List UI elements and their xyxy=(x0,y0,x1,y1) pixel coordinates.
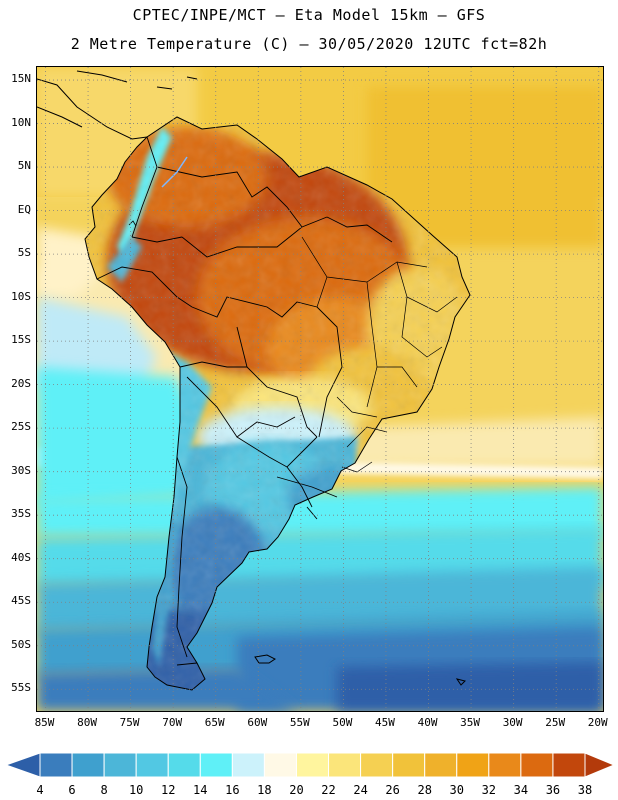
colorbar-bin xyxy=(360,752,394,778)
longitude-label: 75W xyxy=(119,716,140,729)
colorbar-bin xyxy=(328,752,362,778)
longitude-label: 55W xyxy=(289,716,310,729)
colorbar-bin xyxy=(392,752,426,778)
colorbar-tick-label: 10 xyxy=(128,783,144,797)
latitude-label: 55S xyxy=(11,681,31,695)
latitude-label: 5S xyxy=(17,246,31,260)
central-america-coastline xyxy=(37,78,148,140)
map-canvas xyxy=(37,67,603,711)
colorbar-tick-label: 22 xyxy=(321,783,336,797)
colorbar-tick-label: 38 xyxy=(577,783,593,797)
colorbar-bin xyxy=(520,752,554,778)
colorbar-tick-label: 36 xyxy=(545,783,561,797)
colorbar-bin xyxy=(71,752,105,778)
south-georgia-island xyxy=(455,678,466,686)
colorbar-tick-label: 20 xyxy=(289,783,304,797)
colorbar-tick-label: 6 xyxy=(68,783,76,797)
longitude-label: 50W xyxy=(332,716,353,729)
colorbar-tick-label: 30 xyxy=(449,783,464,797)
latitude-label: 5N xyxy=(17,159,31,173)
colorbar-bin xyxy=(456,752,490,778)
colorbar-tick-label: 28 xyxy=(417,783,432,797)
colorbar-bin xyxy=(231,752,265,778)
colorbar-tick-label: 12 xyxy=(161,783,176,797)
longitude-label: 80W xyxy=(77,716,97,729)
latitude-label: 20S xyxy=(11,376,31,390)
latitude-label: 10S xyxy=(11,289,31,303)
longitude-label: 40W xyxy=(417,716,438,729)
colorbar-bin xyxy=(199,752,233,778)
latitude-label: 15N xyxy=(11,72,31,86)
title-line-2: 2 Metre Temperature (C) – 30/05/2020 12U… xyxy=(70,35,548,53)
band-6 xyxy=(337,662,603,711)
latitude-label: 15S xyxy=(11,333,31,347)
colorbar-tick-label: 16 xyxy=(225,783,240,797)
title-line-1: CPTEC/INPE/MCT – Eta Model 15km – GFS xyxy=(132,6,486,24)
latitude-label: 50S xyxy=(11,637,31,651)
latitude-label: 45S xyxy=(11,594,31,608)
colorbar-tick-label: 24 xyxy=(353,783,368,797)
colorbar-tick-label: 14 xyxy=(193,783,208,797)
latitude-label: 10N xyxy=(11,115,31,129)
colorbar-tick-label: 32 xyxy=(481,783,497,797)
longitude-label: 30W xyxy=(502,716,523,729)
longitude-label: 70W xyxy=(162,716,183,729)
colorbar-bin xyxy=(135,752,169,778)
latitude-label: 35S xyxy=(11,507,31,521)
colorbar-max-arrow xyxy=(584,752,616,778)
temperature-map xyxy=(36,66,604,712)
caribbean-islands xyxy=(76,70,198,90)
colorbar-bin xyxy=(263,752,297,778)
magdalena-river xyxy=(161,156,188,188)
latitude-label: 25S xyxy=(11,420,31,434)
colorbar-bin xyxy=(295,752,330,778)
colorbar-min-arrow xyxy=(4,752,41,778)
longitude-label: 65W xyxy=(204,716,225,729)
longitude-label: 85W xyxy=(34,716,55,729)
colorbar-bin xyxy=(424,752,458,778)
longitude-label: 60W xyxy=(247,716,268,729)
longitude-label: 25W xyxy=(545,716,566,729)
longitude-label: 20W xyxy=(587,716,608,729)
colorbar-tick-label: 18 xyxy=(257,783,272,797)
longitude-label: 45W xyxy=(375,716,395,729)
colorbar-tick-label: 34 xyxy=(513,783,529,797)
colorbar-bin xyxy=(167,752,201,778)
country-borders xyxy=(96,136,393,666)
colorbar-tick-label: 8 xyxy=(100,783,108,797)
colorbar-bin xyxy=(552,752,586,778)
latitude-label: 40S xyxy=(11,550,31,564)
colorbar-bin xyxy=(103,752,137,778)
falkland-islands xyxy=(254,654,276,664)
graticule xyxy=(37,67,603,711)
band-8-west xyxy=(37,667,297,711)
south-america-coastline xyxy=(84,116,471,691)
colorbar-tick-label: 26 xyxy=(385,783,400,797)
longitude-label: 35W xyxy=(460,716,480,729)
latitude-label: EQ xyxy=(17,202,31,216)
latitude-label: 30S xyxy=(11,463,31,477)
colorbar-bin xyxy=(39,752,73,778)
temperature-colorbar xyxy=(4,752,616,778)
colorbar-tick-label: 4 xyxy=(36,783,44,797)
colorbar-bin xyxy=(488,752,522,778)
